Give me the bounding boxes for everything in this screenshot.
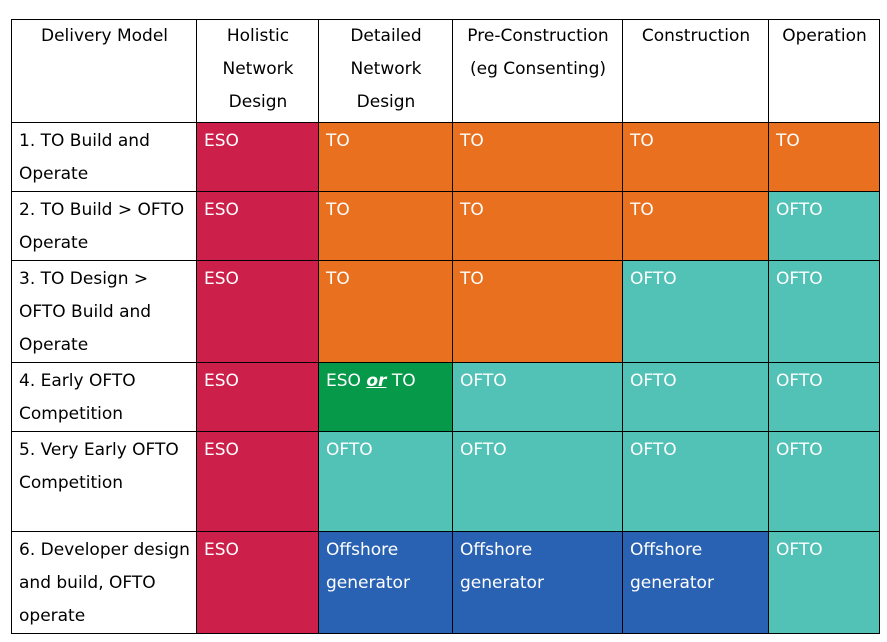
cell-construction: OFTO xyxy=(622,260,769,363)
cell-detailed: TO xyxy=(318,260,453,363)
row-label: 2. TO Build > OFTO Operate xyxy=(11,191,197,261)
cell-operation: TO xyxy=(768,122,880,192)
cell-detailed: OFTO xyxy=(318,431,453,532)
header-delivery-model: Delivery Model xyxy=(11,19,197,123)
mixed-or: or xyxy=(366,371,387,391)
mixed-eso: ESO xyxy=(326,371,361,391)
cell-pre-construction: OFTO xyxy=(452,431,623,532)
header-row: Delivery Model Holistic Network Design D… xyxy=(11,19,880,123)
cell-pre-construction: TO xyxy=(452,191,623,261)
row-label: 6. Developer design and build, OFTO oper… xyxy=(11,531,197,634)
header-construction: Construction xyxy=(622,19,769,123)
delivery-model-table: Delivery Model Holistic Network Design D… xyxy=(11,19,880,634)
cell-pre-construction: TO xyxy=(452,260,623,363)
cell-operation: OFTO xyxy=(768,531,880,634)
table-row: 2. TO Build > OFTO Operate ESO TO TO TO … xyxy=(11,191,880,261)
cell-holistic: ESO xyxy=(196,531,319,634)
cell-holistic: ESO xyxy=(196,431,319,532)
cell-construction: TO xyxy=(622,122,769,192)
cell-construction: OFTO xyxy=(622,431,769,532)
table-row: 3. TO Design > OFTO Build and Operate ES… xyxy=(11,260,880,363)
header-operation: Operation xyxy=(768,19,880,123)
cell-holistic: ESO xyxy=(196,191,319,261)
header-pre-construction: Pre-Construction (eg Consenting) xyxy=(452,19,623,123)
cell-holistic: ESO xyxy=(196,122,319,192)
table-row: 6. Developer design and build, OFTO oper… xyxy=(11,531,880,634)
cell-operation: OFTO xyxy=(768,191,880,261)
cell-holistic: ESO xyxy=(196,362,319,432)
cell-pre-construction: OFTO xyxy=(452,362,623,432)
header-detailed-network-design: Detailed Network Design xyxy=(318,19,453,123)
mixed-to: TO xyxy=(391,371,416,391)
row-label: 3. TO Design > OFTO Build and Operate xyxy=(11,260,197,363)
cell-detailed: TO xyxy=(318,122,453,192)
table-row: 4. Early OFTO Competition ESO ESO or TO … xyxy=(11,362,880,432)
table-row: 1. TO Build and Operate ESO TO TO TO TO xyxy=(11,122,880,192)
header-holistic-network-design: Holistic Network Design xyxy=(196,19,319,123)
row-label: 1. TO Build and Operate xyxy=(11,122,197,192)
cell-operation: OFTO xyxy=(768,260,880,363)
row-label: 4. Early OFTO Competition xyxy=(11,362,197,432)
cell-pre-construction: Offshore generator xyxy=(452,531,623,634)
cell-holistic: ESO xyxy=(196,260,319,363)
cell-operation: OFTO xyxy=(768,431,880,532)
row-label: 5. Very Early OFTO Competition xyxy=(11,431,197,532)
cell-construction: TO xyxy=(622,191,769,261)
cell-detailed-mixed: ESO or TO xyxy=(318,362,453,432)
cell-detailed: Offshore generator xyxy=(318,531,453,634)
cell-construction: Offshore generator xyxy=(622,531,769,634)
cell-detailed: TO xyxy=(318,191,453,261)
cell-construction: OFTO xyxy=(622,362,769,432)
cell-operation: OFTO xyxy=(768,362,880,432)
cell-pre-construction: TO xyxy=(452,122,623,192)
table-row: 5. Very Early OFTO Competition ESO OFTO … xyxy=(11,431,880,532)
